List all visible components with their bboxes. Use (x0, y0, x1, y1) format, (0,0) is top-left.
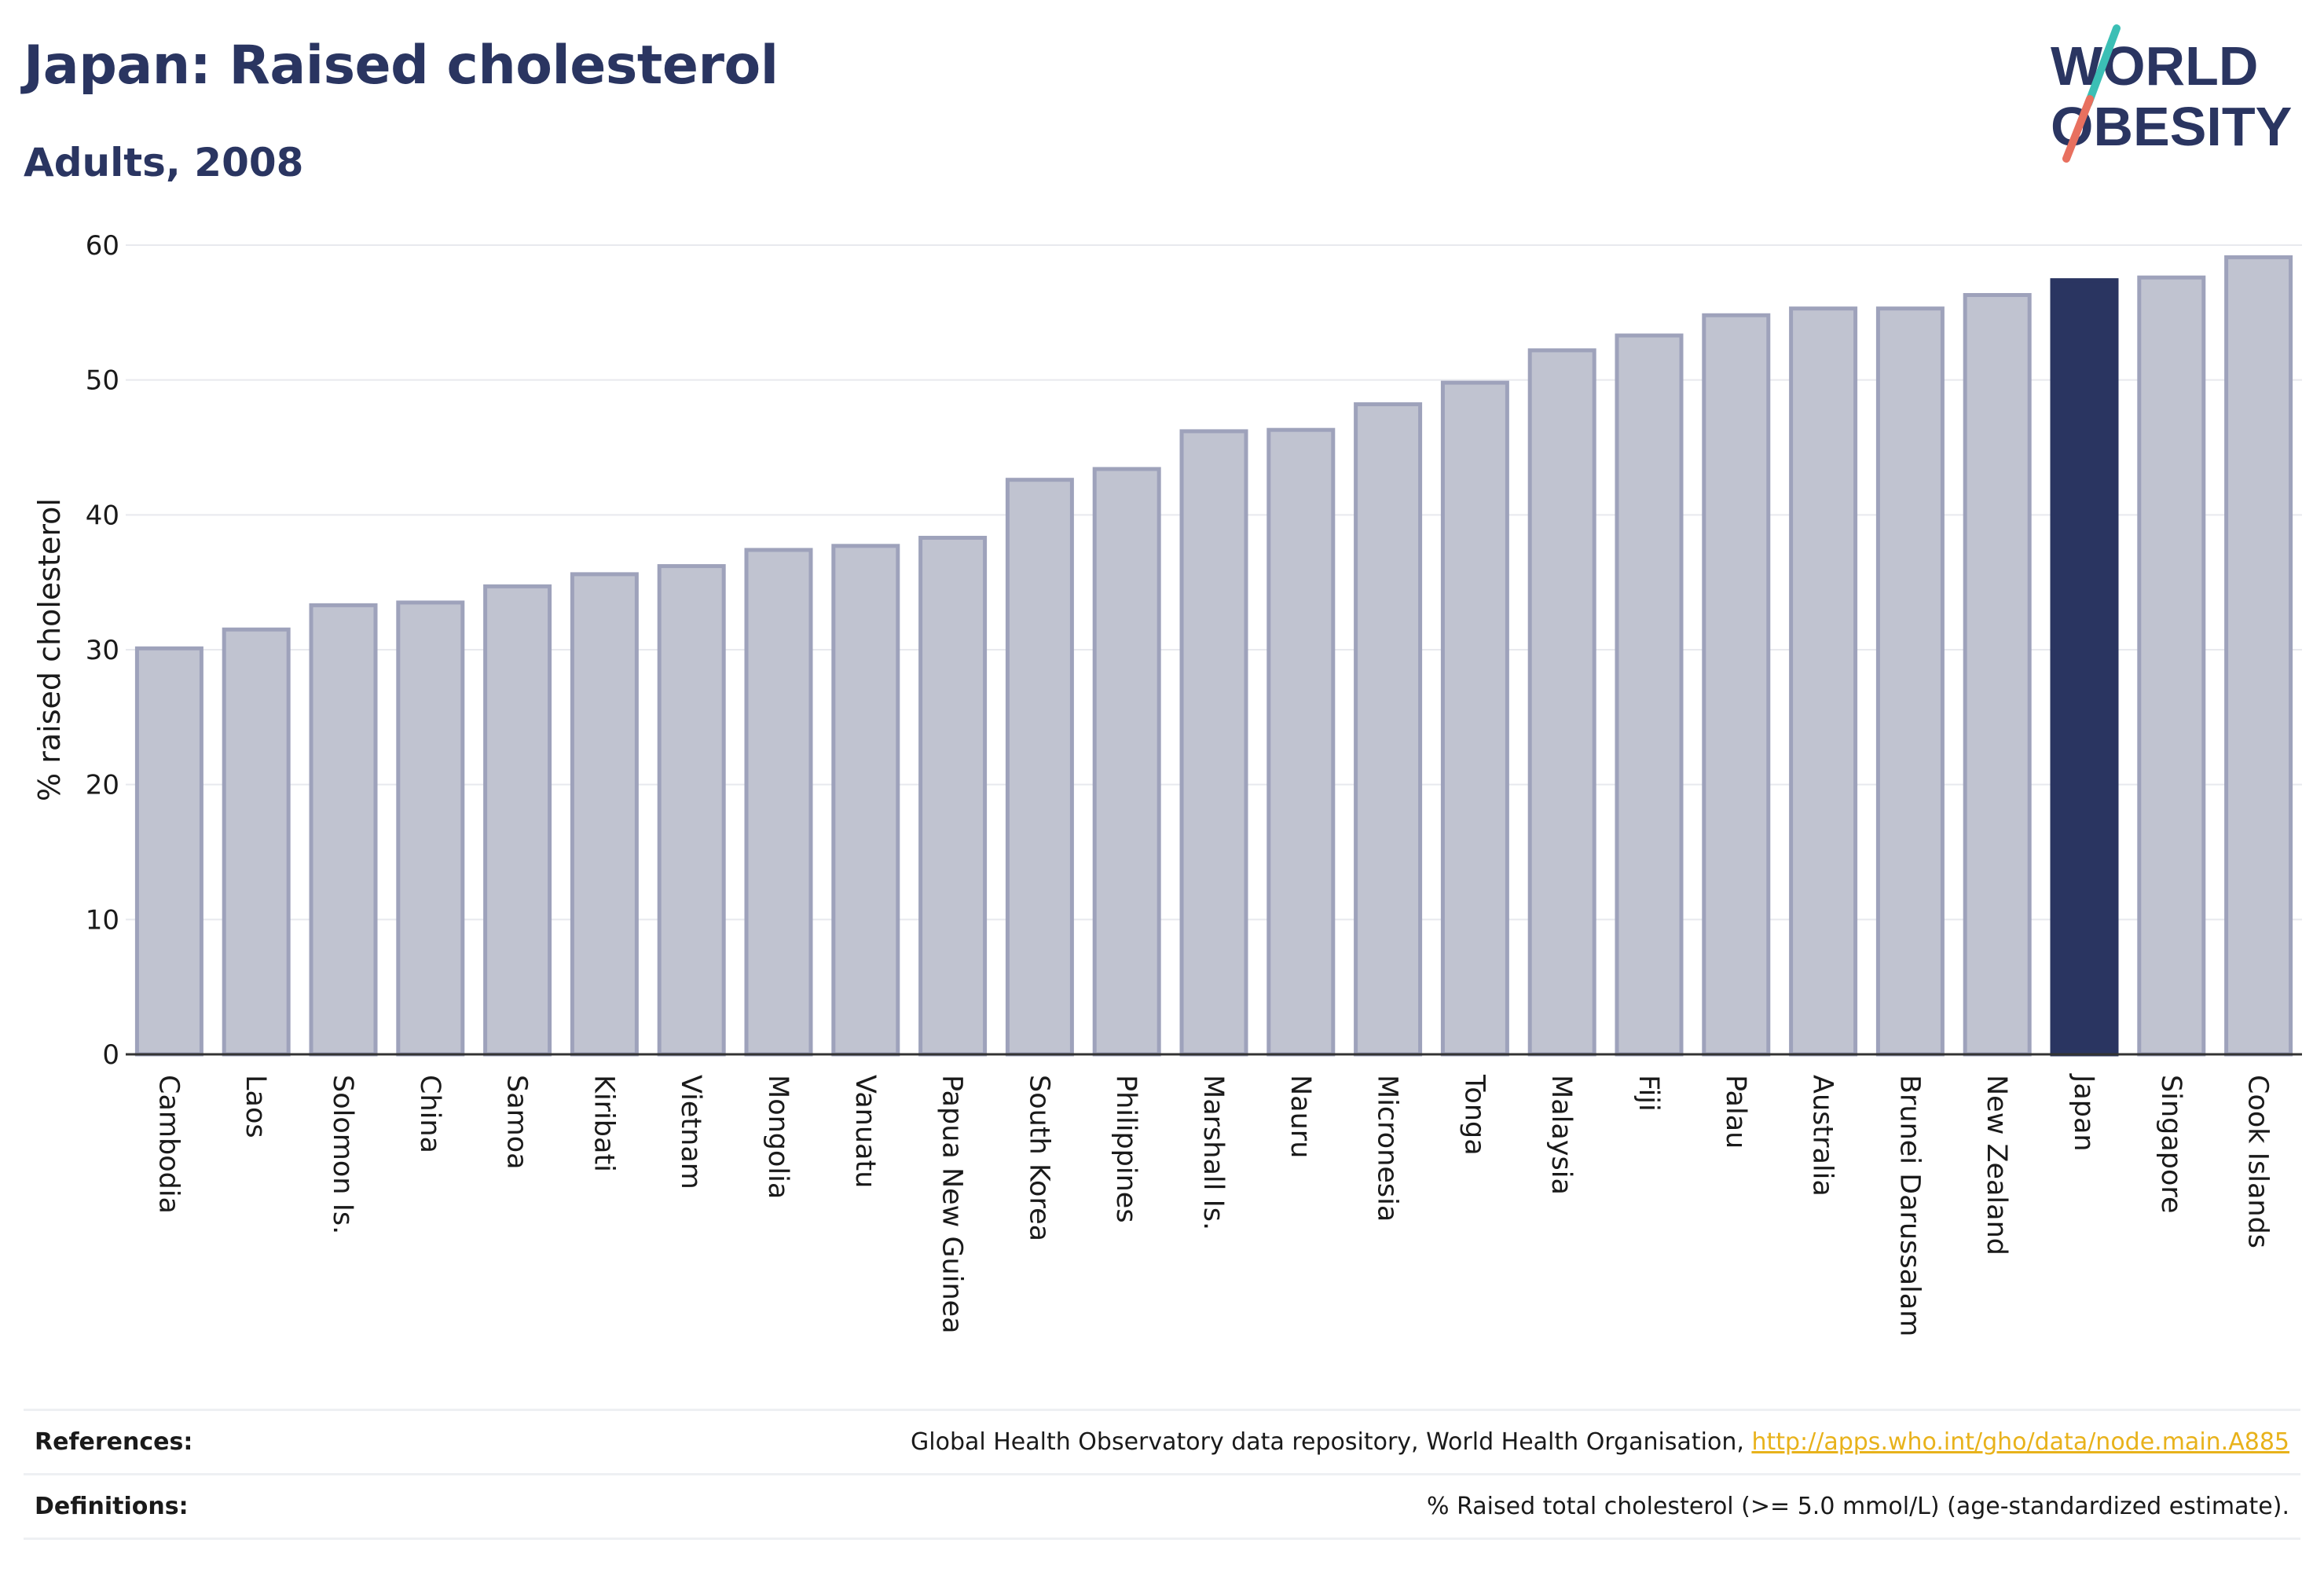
x-tick-label: Fiji (1633, 1075, 1664, 1112)
logo-slash-teal (2084, 24, 2121, 108)
references-text: Global Health Observatory data repositor… (911, 1428, 2289, 1456)
y-tick-label: 50 (86, 365, 119, 397)
bar-solomon-is (309, 603, 378, 1057)
x-tick-label: Marshall Is. (1197, 1075, 1229, 1230)
logo-slash-coral (2062, 95, 2094, 163)
x-tick-label: Micronesia (1372, 1075, 1403, 1222)
bar-new-zealand (1963, 293, 2032, 1057)
world-obesity-logo: WORLD OBESITY (2051, 24, 2292, 163)
x-tick-label: Mongolia (762, 1075, 794, 1199)
x-tick-label: Papua New Guinea (937, 1075, 968, 1334)
x-tick-label: Japan (2068, 1073, 2099, 1152)
x-tick-label: Solomon Is. (327, 1075, 358, 1234)
bar-samoa (483, 584, 552, 1057)
x-tick-label: Australia (1807, 1075, 1838, 1197)
references-row: References: Global Health Observatory da… (24, 1409, 2300, 1473)
bar-japan (2050, 278, 2119, 1057)
x-tick-label: New Zealand (1981, 1075, 2012, 1255)
bar-nauru (1266, 427, 1336, 1057)
x-tick-label: Cook Islands (2242, 1075, 2274, 1248)
bars (134, 255, 2293, 1057)
bar-papua-new-guinea (918, 536, 988, 1057)
x-tick-label: China (414, 1075, 445, 1153)
bar-palau (1702, 313, 1771, 1057)
definitions-label: Definitions: (35, 1493, 189, 1520)
x-tick-label: Vietnam (675, 1075, 706, 1189)
x-tick-label: Tonga (1458, 1074, 1490, 1156)
references-link[interactable]: http://apps.who.int/gho/data/node.main.A… (1751, 1428, 2289, 1456)
bar-philippines (1092, 467, 1161, 1057)
bar-mongolia (744, 548, 813, 1057)
chart-subtitle: Adults, 2008 (24, 140, 304, 185)
bar-cambodia (134, 646, 203, 1057)
bar-singapore (2137, 275, 2206, 1057)
bar-malaysia (1527, 348, 1596, 1057)
x-axis-labels: Cambodia Laos Solomon Is. China Samoa Kiribat… (152, 1073, 2273, 1336)
x-tick-label: South Korea (1023, 1075, 1054, 1241)
bar-chart: 0 10 20 30 40 50 60 Cambodia Laos Solomon Is. Chi… (32, 230, 2302, 1336)
y-tick-label: 60 (86, 230, 119, 262)
x-tick-label: Kiribati (588, 1075, 619, 1172)
bar-australia (1789, 306, 1858, 1057)
x-tick-label: Brunei Darussalam (1893, 1075, 1925, 1336)
x-tick-label: Vanuatu (849, 1075, 881, 1188)
x-tick-label: Samoa (501, 1075, 533, 1170)
y-tick-label: 40 (86, 500, 119, 531)
y-axis-ticks: 0 10 20 30 40 50 60 (86, 230, 119, 1071)
definitions-row: Definitions: % Raised total cholesterol … (24, 1473, 2300, 1538)
x-tick-label: Philippines (1110, 1075, 1142, 1223)
bar-micronesia (1354, 402, 1423, 1057)
bar-laos (222, 627, 291, 1057)
y-tick-label: 20 (86, 770, 119, 801)
x-tick-label: Palau (1720, 1075, 1751, 1149)
y-tick-label: 10 (86, 904, 119, 936)
x-tick-label: Nauru (1285, 1075, 1316, 1158)
logo-text-world: WORLD (2051, 35, 2258, 97)
bar-south-korea (1005, 478, 1074, 1057)
bar-kiribati (570, 572, 639, 1057)
x-tick-label: Laos (240, 1075, 271, 1138)
y-axis-title: % raised cholesterol (32, 498, 67, 801)
bar-cook-islands (2224, 255, 2293, 1057)
x-tick-label: Cambodia (152, 1075, 184, 1214)
chart-title: Japan: Raised cholesterol (24, 35, 779, 97)
references-source: Global Health Observatory data repositor… (911, 1428, 1752, 1456)
y-tick-label: 0 (102, 1039, 119, 1071)
bar-marshall-is (1179, 429, 1248, 1057)
bar-brunei-darussalam (1875, 306, 1945, 1057)
footer-divider (24, 1538, 2300, 1540)
definitions-text: % Raised total cholesterol (>= 5.0 mmol/… (1427, 1493, 2289, 1520)
bar-vietnam (657, 564, 726, 1057)
x-tick-label: Singapore (2155, 1075, 2187, 1214)
bar-tonga (1440, 380, 1509, 1057)
y-tick-label: 30 (86, 635, 119, 666)
bar-vanuatu (831, 544, 900, 1057)
references-label: References: (35, 1428, 193, 1456)
bar-fiji (1615, 333, 1684, 1057)
bar-china (396, 600, 465, 1057)
x-tick-label: Malaysia (1545, 1075, 1577, 1195)
